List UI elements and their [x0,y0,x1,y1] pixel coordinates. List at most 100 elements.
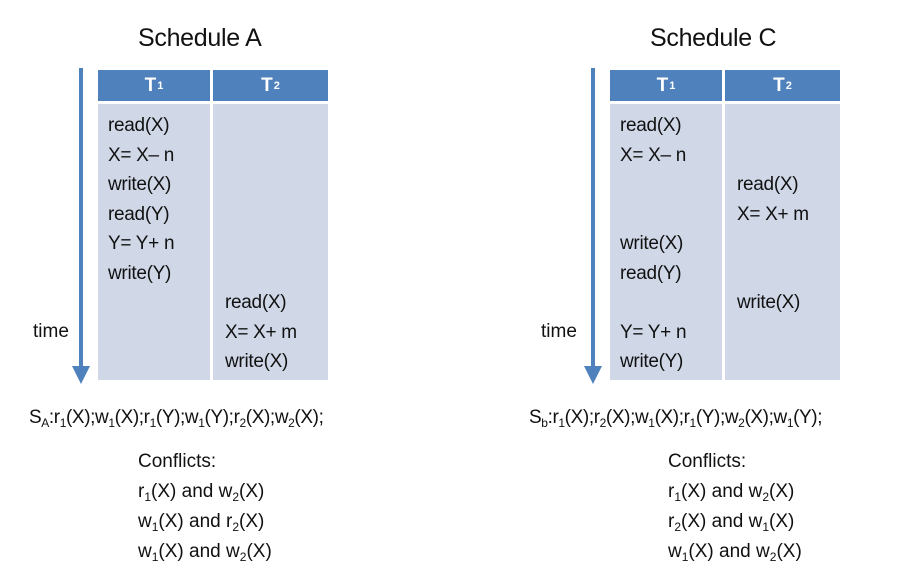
operation-t1: X= X– n [108,144,175,166]
schedule-subscript: b [541,416,548,430]
operation-t2: read(X) [225,292,287,313]
operation-t2: read(X) [737,174,799,195]
operation: w1(X) [95,407,139,430]
operation: r2(X) [226,511,265,534]
transaction-subscript: 1 [151,550,159,564]
header-subscript: 2 [273,79,280,92]
column-t2: read(X) X= X+ m write(X) [213,104,328,380]
operation-t1: write(Y) [108,262,172,284]
operation: w1(X) [748,511,795,534]
operation-t1: read(X) [620,115,682,136]
operation: w2(X) [274,407,319,430]
transaction-subscript: 1 [151,520,159,534]
operation-t2: write(X) [737,292,801,313]
time-arrow-icon [72,68,90,384]
operation: r2(X) [668,511,707,534]
operation: w1(X) [138,511,184,534]
conflict-item: w1(X) and w2(X) [668,541,802,564]
transaction-subscript: 2 [674,520,682,534]
operation: w2(X) [748,481,795,504]
operation-t1: read(Y) [108,203,170,225]
header-subscript: 1 [669,79,676,92]
operation: r1(Y) [683,407,721,430]
transaction-subscript: 2 [762,490,770,504]
operation-t1: write(X) [620,233,684,254]
operation-t2: write(X) [225,351,289,372]
schedule-notation: SA:r1(X);w1(X);r1(Y);w1(Y);r2(X);w2(X); [29,407,324,430]
operation: w1(X) [138,541,184,564]
conflicts-label: Conflicts: [668,451,747,472]
conflict-item: w1(X) and r2(X) [138,511,265,534]
operation-t1: Y= Y+ n [108,233,175,254]
transaction-subscript: 2 [738,416,745,430]
operation-t1: read(X) [108,115,170,136]
header-subscript: 1 [157,79,164,92]
operation: r1(X) [668,481,707,504]
transaction-subscript: 1 [108,416,115,430]
operation: r1(X) [53,407,91,430]
transaction-subscript: 2 [239,416,247,430]
transaction-subscript: 2 [769,550,777,564]
schedule-title: Schedule A [138,24,262,52]
operation: w2(X) [218,481,265,504]
transaction-subscript: 1 [149,416,157,430]
transaction-subscript: 1 [762,520,770,534]
schedule-subscript: A [41,416,49,430]
transaction-subscript: 2 [232,520,240,534]
conflict-item: r1(X) and w2(X) [668,481,795,504]
operation-t1: X= X– n [620,144,687,166]
transaction-subscript: 1 [674,490,682,504]
operation: r2(X) [593,407,631,430]
schedule-title: Schedule C [650,24,777,52]
operation-t1: write(Y) [620,351,684,372]
transaction-subscript: 1 [786,416,794,430]
conflict-item: r1(X) and w2(X) [138,481,265,504]
conflicts-label: Conflicts: [138,451,217,472]
operation: w2(X) [724,407,769,430]
conflict-item: w1(X) and w2(X) [138,541,272,564]
transaction-subscript: 1 [198,416,205,430]
conflict-item: r2(X) and w1(X) [668,511,795,534]
operation: w2(X) [226,541,272,564]
operation-t1: Y= Y+ n [620,321,687,343]
operation: w1(X) [668,541,714,564]
transaction-subscript: 2 [288,416,295,430]
transaction-subscript: 1 [689,416,697,430]
transaction-subscript: 1 [558,416,565,430]
operation: w2(X) [756,541,802,564]
operation-t2: X= X+ m [737,203,809,225]
schedule-notation: Sb:r1(X);r2(X);w1(X);r1(Y);w2(X);w1(Y); [529,407,823,430]
operation-t2: X= X+ m [225,321,297,343]
time-arrow-icon [584,68,602,384]
transaction-subscript: 1 [144,490,152,504]
conflicts-block: Conflicts: r1(X) and w2(X) r2(X) and w1(X)… [668,447,802,567]
operation: r2(X) [233,407,271,430]
operation: r1(Y) [143,407,181,430]
operation: w1(Y) [773,407,818,430]
operation-t1: write(X) [108,174,172,195]
operation-t1: read(Y) [620,262,682,284]
transaction-subscript: 1 [59,416,67,430]
transaction-subscript: 1 [648,416,655,430]
time-label: time [541,321,577,342]
operation: r1(X) [138,481,177,504]
conflicts-block: Conflicts: r1(X) and w2(X) w1(X) and r2(X)… [138,447,272,567]
operation: w1(X) [634,407,679,430]
header-subscript: 2 [785,79,792,92]
operation: r1(X) [552,407,589,430]
transaction-subscript: 2 [239,550,247,564]
transaction-subscript: 2 [599,416,607,430]
transaction-subscript: 2 [232,490,240,504]
transaction-subscript: 1 [681,550,689,564]
column-t2: read(X) X= X+ m write(X) [725,104,840,380]
column-t1: read(X) X= X– n write(X) read(Y) Y= Y+ n writ… [610,104,722,380]
column-t1: read(X) X= X– n write(X) read(Y) Y= Y+ n writ… [98,104,210,380]
